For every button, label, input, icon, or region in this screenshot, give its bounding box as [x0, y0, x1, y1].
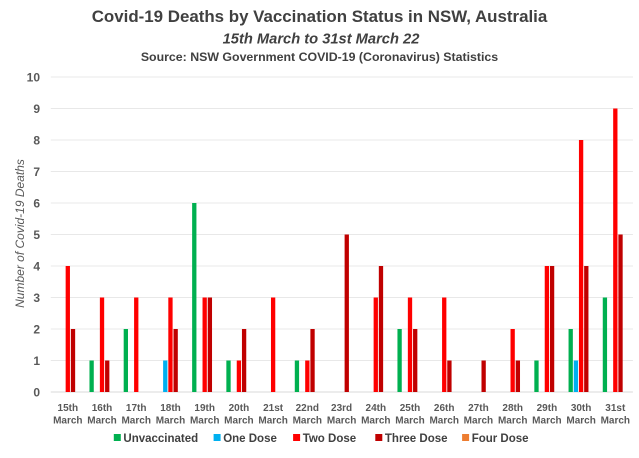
svg-text:25th: 25th: [400, 403, 421, 414]
svg-text:26th: 26th: [434, 403, 455, 414]
svg-text:31st: 31st: [605, 403, 626, 414]
svg-text:March: March: [566, 416, 595, 427]
svg-text:March: March: [53, 416, 82, 427]
svg-text:22nd: 22nd: [296, 403, 319, 414]
svg-text:March: March: [293, 416, 322, 427]
svg-text:March: March: [429, 416, 458, 427]
svg-text:Source: NSW Government COVID-1: Source: NSW Government COVID-19 (Coronav…: [141, 50, 498, 64]
svg-text:5: 5: [33, 228, 40, 242]
svg-text:March: March: [464, 416, 493, 427]
svg-text:27th: 27th: [468, 403, 489, 414]
svg-text:March: March: [601, 416, 630, 427]
svg-text:8: 8: [33, 133, 40, 147]
svg-text:2: 2: [33, 322, 40, 336]
svg-text:March: March: [327, 416, 356, 427]
svg-text:March: March: [87, 416, 116, 427]
svg-text:15th: 15th: [58, 403, 79, 414]
svg-text:Three Dose: Three Dose: [385, 433, 448, 445]
svg-text:30th: 30th: [571, 403, 592, 414]
svg-text:21st: 21st: [263, 403, 284, 414]
svg-text:0: 0: [33, 385, 40, 399]
svg-text:One Dose: One Dose: [223, 433, 277, 445]
svg-text:March: March: [395, 416, 424, 427]
svg-text:20th: 20th: [229, 403, 250, 414]
svg-text:4: 4: [33, 259, 40, 273]
svg-text:Two Dose: Two Dose: [303, 433, 356, 445]
svg-text:17th: 17th: [126, 403, 147, 414]
svg-text:7: 7: [33, 165, 40, 179]
svg-text:March: March: [156, 416, 185, 427]
svg-text:10: 10: [27, 70, 41, 84]
svg-text:March: March: [361, 416, 390, 427]
svg-text:16th: 16th: [92, 403, 113, 414]
svg-text:9: 9: [33, 102, 40, 116]
svg-text:24th: 24th: [366, 403, 387, 414]
svg-text:March: March: [532, 416, 561, 427]
svg-text:1: 1: [33, 354, 40, 368]
svg-text:March: March: [121, 416, 150, 427]
svg-text:28th: 28th: [502, 403, 523, 414]
svg-text:March: March: [498, 416, 527, 427]
svg-text:Unvaccinated: Unvaccinated: [123, 433, 198, 445]
svg-text:Four Dose: Four Dose: [472, 433, 529, 445]
svg-text:23rd: 23rd: [331, 403, 352, 414]
svg-text:3: 3: [33, 291, 40, 305]
svg-text:18th: 18th: [160, 403, 181, 414]
svg-text:6: 6: [33, 196, 40, 210]
svg-text:March: March: [224, 416, 253, 427]
svg-text:15th March to 31st March 22: 15th March to 31st March 22: [223, 31, 421, 47]
svg-text:March: March: [190, 416, 219, 427]
svg-text:March: March: [258, 416, 287, 427]
svg-text:19th: 19th: [194, 403, 215, 414]
svg-text:Number of Covid-19 Deaths: Number of Covid-19 Deaths: [13, 159, 27, 308]
svg-text:29th: 29th: [537, 403, 558, 414]
svg-text:Covid-19 Deaths by Vaccination: Covid-19 Deaths by Vaccination Status in…: [92, 7, 548, 26]
